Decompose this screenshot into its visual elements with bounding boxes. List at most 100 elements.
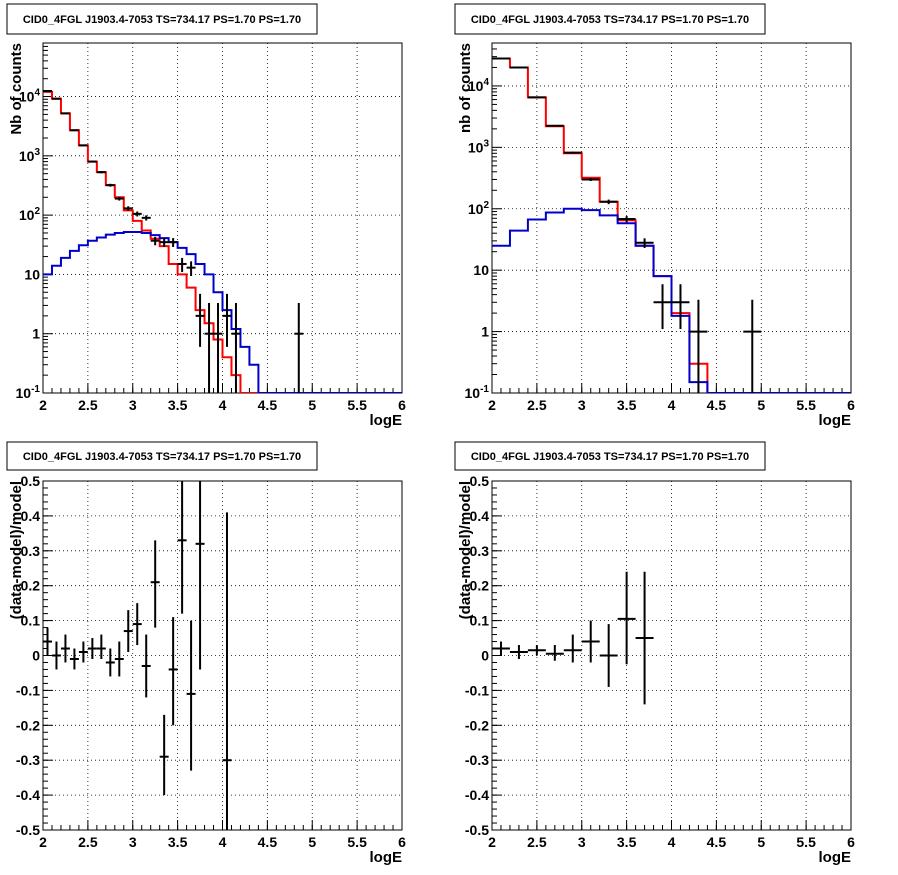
data-point-6 [581,620,600,663]
y-tick-label: -0.3 [16,752,40,768]
title-box [6,441,318,471]
data-point-12 [689,299,708,393]
data-point-4 [545,124,564,127]
data-point-4 [69,648,79,670]
chart-title: CID0_4FGL J1903.4-7053 TS=734.17 PS=1.70… [471,451,749,463]
y-tick-label: 0.4 [21,508,41,524]
x-tick-label: 4 [219,397,227,413]
x-tick-label: 5.5 [796,834,816,850]
y-tick-label: 104 [19,88,41,105]
data-point-2 [509,645,528,659]
x-tick-label: 4.5 [707,397,727,413]
data-point-3 [60,634,70,663]
data-point-10 [123,206,133,211]
data-point-19 [204,302,214,393]
y-tick-label: 10-1 [465,384,490,401]
data-point-7 [599,199,618,205]
chart-panel-2: CID0_4FGL J1903.4-7053 TS=734.17 PS=1.70… [454,3,855,429]
x-tick-label: 3.5 [617,834,637,850]
y-tick-label: -0.1 [465,682,489,698]
data-point-11 [671,284,690,330]
data-point-10 [123,610,133,653]
step-line-2 [43,230,402,393]
data-point-18 [195,481,205,670]
y-tick-label: -0.4 [465,787,489,803]
y-tick-label: 10 [473,262,489,278]
data-point-13 [743,299,762,393]
y-tick-label: 102 [19,206,41,223]
data-point-11 [132,211,142,217]
title-box [454,441,766,471]
x-tick-label: 5.5 [347,397,367,413]
data-point-12 [141,634,151,698]
x-tick-label: 3.5 [168,834,188,850]
x-tick-label: 2 [39,834,47,850]
x-tick-label: 5.5 [347,834,367,850]
y-tick-label: 0 [32,648,40,664]
x-tick-label: 4 [668,834,676,850]
data-point-18 [195,293,205,347]
x-axis-label: logE [819,412,852,429]
x-tick-label: 4 [668,397,676,413]
x-tick-label: 3 [578,397,586,413]
data-point-15 [168,617,178,726]
data-point-5 [563,151,582,154]
data-point-17 [186,261,196,277]
y-tick-label: 103 [19,147,41,164]
data-point-2 [51,641,61,670]
x-tick-label: 2 [39,397,47,413]
x-tick-label: 4.5 [258,397,278,413]
y-tick-label: -0.1 [16,682,40,698]
y-tick-label: 10 [24,266,40,282]
x-axis-label: logE [370,849,403,866]
x-tick-label: 4.5 [707,834,727,850]
chart-title: CID0_4FGL J1903.4-7053 TS=734.17 PS=1.70… [23,14,301,26]
step-line-1 [43,90,402,393]
x-tick-label: 6 [398,834,406,850]
x-tick-label: 3 [129,397,137,413]
chart-panel-1: CID0_4FGL J1903.4-7053 TS=734.17 PS=1.70… [6,3,406,429]
x-tick-label: 6 [398,397,406,413]
x-tick-label: 2.5 [527,834,547,850]
x-tick-label: 3.5 [168,397,188,413]
data-point-6 [87,638,97,659]
data-point-11 [132,603,142,646]
y-tick-label: 0.3 [21,543,41,559]
title-box [454,3,766,35]
data-point-7 [96,171,106,174]
data-point-6 [581,177,600,182]
data-point-4 [545,645,564,661]
y-tick-label: -0.2 [16,717,40,733]
y-tick-label: 0.2 [21,578,41,594]
data-point-21 [222,293,232,347]
data-point-5 [563,634,582,663]
x-tick-label: 5.5 [796,397,816,413]
data-point-16 [177,257,187,272]
data-point-5 [78,144,88,147]
data-point-10 [653,284,672,330]
data-point-4 [69,129,79,132]
data-point-19 [222,512,232,830]
data-point-20 [213,302,223,393]
y-tick-label: 0.1 [21,613,41,629]
y-tick-label: -0.4 [16,787,40,803]
y-axis-label: (data-model)/model [8,481,25,619]
x-tick-label: 2.5 [527,397,547,413]
y-tick-label: -0.3 [465,752,489,768]
step-line-1 [492,57,851,393]
data-point-3 [527,645,546,656]
data-point-1 [492,641,510,656]
data-point-23 [294,302,304,393]
x-axis-label: logE [819,849,852,866]
x-tick-label: 6 [847,834,855,850]
data-point-14 [159,238,169,248]
x-tick-label: 3 [578,834,586,850]
chart-panel-3: CID0_4FGL J1903.4-7053 TS=734.17 PS=1.70… [6,441,406,866]
data-point-8 [105,183,115,187]
data-point-3 [60,112,70,115]
x-tick-label: 6 [847,397,855,413]
y-tick-label: 0.1 [470,613,490,629]
y-tick-label: 0.3 [470,543,490,559]
y-tick-label: 0.5 [21,473,41,489]
data-point-7 [599,624,618,687]
